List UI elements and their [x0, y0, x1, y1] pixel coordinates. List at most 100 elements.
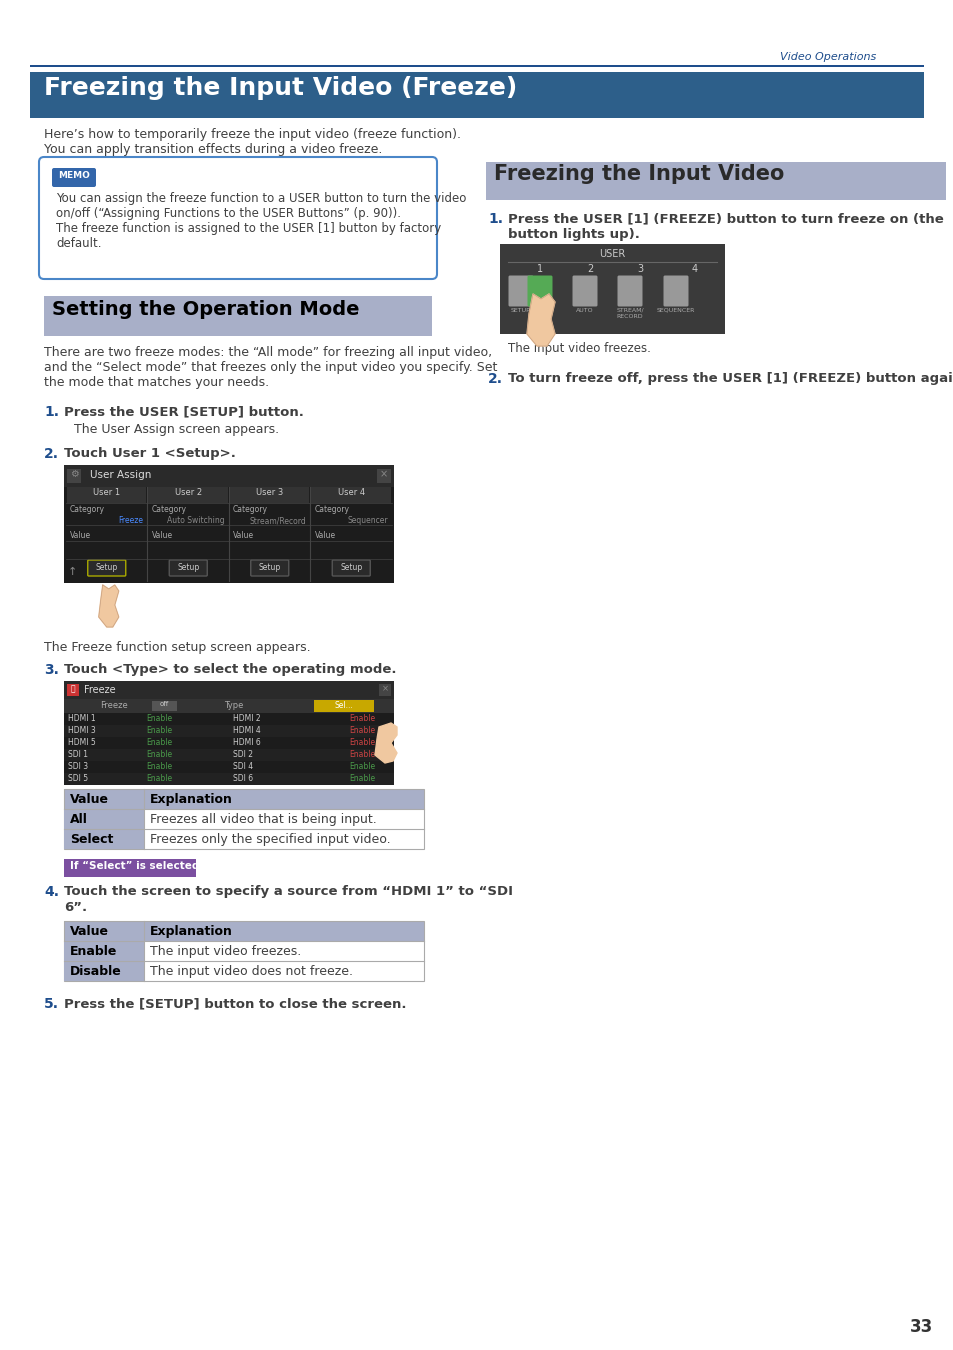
Bar — [314, 701, 374, 711]
Text: Freeze: Freeze — [118, 516, 143, 525]
FancyBboxPatch shape — [617, 275, 641, 306]
Text: Enable: Enable — [349, 761, 375, 771]
Bar — [64, 464, 394, 487]
Text: HDMI 3: HDMI 3 — [68, 726, 95, 734]
Text: default.: default. — [56, 238, 101, 250]
Text: AUTO: AUTO — [576, 308, 593, 313]
Text: Explanation: Explanation — [150, 925, 233, 938]
Bar — [64, 921, 423, 981]
Text: Auto Switching: Auto Switching — [167, 516, 225, 525]
Text: ↑: ↑ — [68, 567, 77, 576]
Text: Enable: Enable — [349, 726, 375, 734]
Text: Press the USER [SETUP] button.: Press the USER [SETUP] button. — [64, 405, 304, 418]
Text: Enable: Enable — [349, 738, 375, 747]
Bar — [149, 487, 228, 504]
Text: The freeze function is assigned to the USER [1] button by factory: The freeze function is assigned to the U… — [56, 221, 441, 235]
Text: Select: Select — [70, 833, 113, 846]
Text: ⏸: ⏸ — [71, 684, 75, 693]
Bar — [64, 464, 394, 583]
Text: 1: 1 — [537, 265, 542, 274]
Bar — [229, 774, 394, 784]
Bar — [30, 72, 923, 117]
Text: Type: Type — [224, 701, 243, 710]
Text: Value: Value — [70, 792, 109, 806]
Bar — [67, 487, 147, 504]
Text: The input video does not freeze.: The input video does not freeze. — [150, 965, 353, 977]
Text: 33: 33 — [909, 1318, 932, 1336]
FancyBboxPatch shape — [39, 157, 436, 279]
Text: Value: Value — [70, 531, 91, 540]
Text: Freezing the Input Video: Freezing the Input Video — [494, 163, 783, 184]
FancyBboxPatch shape — [251, 560, 289, 576]
Text: HDMI 1: HDMI 1 — [68, 714, 95, 724]
Text: Stream/Record: Stream/Record — [250, 516, 306, 525]
Text: STREAM/
RECORD: STREAM/ RECORD — [616, 308, 643, 319]
Text: Enable: Enable — [146, 726, 172, 734]
Text: Setup: Setup — [340, 563, 362, 572]
Text: 2.: 2. — [488, 373, 502, 386]
Bar — [230, 487, 309, 504]
Text: 6”.: 6”. — [64, 900, 87, 914]
Polygon shape — [526, 294, 555, 346]
Text: Sequencer: Sequencer — [347, 516, 388, 525]
Bar — [152, 701, 177, 711]
Text: off: off — [159, 701, 169, 707]
Text: Touch the screen to specify a source from “HDMI 1” to “SDI: Touch the screen to specify a source fro… — [64, 886, 513, 898]
Text: Touch <Type> to select the operating mode.: Touch <Type> to select the operating mod… — [64, 663, 396, 676]
Polygon shape — [99, 585, 118, 626]
Text: The Freeze function setup screen appears.: The Freeze function setup screen appears… — [44, 641, 311, 653]
Text: User 4: User 4 — [337, 487, 364, 497]
Text: Enable: Enable — [146, 738, 172, 747]
Text: Value: Value — [314, 531, 335, 540]
Text: The User Assign screen appears.: The User Assign screen appears. — [74, 423, 279, 436]
Text: Press the [SETUP] button to close the screen.: Press the [SETUP] button to close the sc… — [64, 998, 406, 1010]
Text: Setting the Operation Mode: Setting the Operation Mode — [52, 300, 359, 319]
Text: There are two freeze modes: the “All mode” for freezing all input video,: There are two freeze modes: the “All mod… — [44, 346, 492, 359]
Text: 4.: 4. — [44, 886, 59, 899]
Text: 4: 4 — [691, 265, 698, 274]
Text: 2: 2 — [586, 265, 593, 274]
FancyBboxPatch shape — [662, 275, 688, 306]
FancyBboxPatch shape — [332, 560, 370, 576]
Text: HDMI 5: HDMI 5 — [68, 738, 95, 747]
Text: Video Operations: Video Operations — [780, 53, 876, 62]
Text: Enable: Enable — [70, 945, 117, 958]
Text: Setup: Setup — [177, 563, 199, 572]
FancyBboxPatch shape — [508, 275, 533, 306]
Text: Category: Category — [233, 505, 268, 514]
Text: on/off (“Assigning Functions to the USER Buttons” (p. 90)).: on/off (“Assigning Functions to the USER… — [56, 207, 400, 220]
Text: 3: 3 — [637, 265, 642, 274]
Bar — [64, 788, 423, 849]
Bar — [30, 65, 923, 68]
Text: Explanation: Explanation — [150, 792, 233, 806]
Text: Enable: Enable — [146, 761, 172, 771]
Text: The input video freezes.: The input video freezes. — [507, 342, 650, 355]
Text: Freeze: Freeze — [100, 701, 128, 710]
FancyBboxPatch shape — [52, 167, 96, 188]
Text: SDI 5: SDI 5 — [68, 774, 88, 783]
Text: Here’s how to temporarily freeze the input video (freeze function).: Here’s how to temporarily freeze the inp… — [44, 128, 460, 140]
Text: 3.: 3. — [44, 663, 59, 676]
Text: Setup: Setup — [258, 563, 280, 572]
Text: 1.: 1. — [488, 212, 502, 225]
Bar — [64, 961, 144, 981]
Text: SEQUENCER: SEQUENCER — [656, 308, 695, 313]
FancyBboxPatch shape — [88, 560, 126, 576]
Text: You can apply transition effects during a video freeze.: You can apply transition effects during … — [44, 143, 382, 157]
Bar — [64, 699, 394, 713]
FancyBboxPatch shape — [169, 560, 207, 576]
Text: The input video freezes.: The input video freezes. — [150, 945, 301, 958]
Bar — [229, 749, 394, 761]
Text: HDMI 4: HDMI 4 — [233, 726, 260, 734]
Text: Value: Value — [70, 925, 109, 938]
FancyBboxPatch shape — [572, 275, 597, 306]
Bar — [64, 749, 229, 761]
Text: You can assign the freeze function to a USER button to turn the video: You can assign the freeze function to a … — [56, 192, 466, 205]
FancyBboxPatch shape — [527, 275, 552, 306]
Text: Touch User 1 <Setup>.: Touch User 1 <Setup>. — [64, 447, 235, 460]
Bar — [67, 684, 79, 697]
Polygon shape — [375, 724, 396, 763]
Text: Category: Category — [314, 505, 349, 514]
Bar — [64, 788, 423, 809]
Text: Freezing the Input Video (Freeze): Freezing the Input Video (Freeze) — [44, 76, 517, 100]
